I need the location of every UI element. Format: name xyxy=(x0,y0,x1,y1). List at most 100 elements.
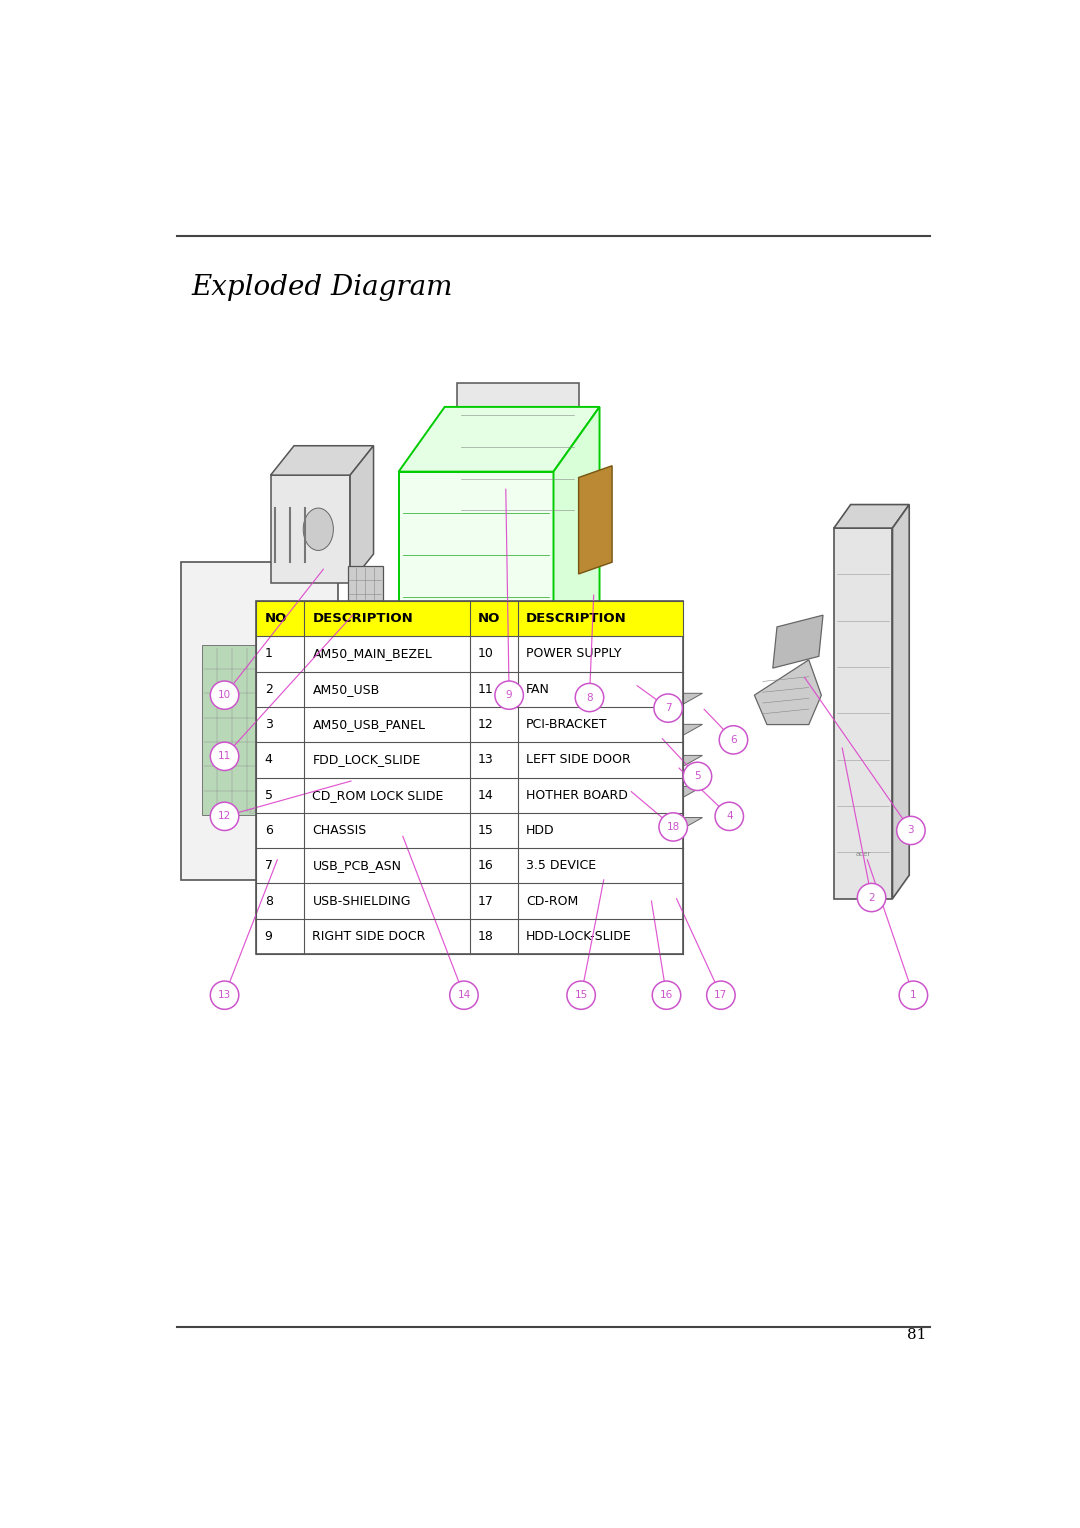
Polygon shape xyxy=(554,406,599,848)
Text: 3: 3 xyxy=(907,825,914,836)
Text: DESCRIPTION: DESCRIPTION xyxy=(312,613,414,625)
Polygon shape xyxy=(554,712,669,769)
Polygon shape xyxy=(579,466,612,575)
Text: 3: 3 xyxy=(265,718,272,730)
Text: HDD-LOCK-SLIDE: HDD-LOCK-SLIDE xyxy=(526,931,632,943)
Ellipse shape xyxy=(900,981,928,1010)
Text: AM50_USB_PANEL: AM50_USB_PANEL xyxy=(312,718,426,730)
Polygon shape xyxy=(399,406,599,472)
Text: DESCRIPTION: DESCRIPTION xyxy=(526,613,626,625)
Text: 1: 1 xyxy=(910,990,917,1001)
FancyBboxPatch shape xyxy=(256,601,684,636)
Polygon shape xyxy=(554,694,702,712)
Ellipse shape xyxy=(653,694,683,723)
Ellipse shape xyxy=(652,981,680,1010)
Text: USB_PCB_ASN: USB_PCB_ASN xyxy=(312,859,402,872)
Text: 6: 6 xyxy=(265,824,272,837)
Text: 11: 11 xyxy=(218,752,231,761)
Text: 9: 9 xyxy=(505,691,512,700)
Text: HDD: HDD xyxy=(526,824,554,837)
Polygon shape xyxy=(834,529,892,898)
Text: 15: 15 xyxy=(575,990,588,1001)
Text: 8: 8 xyxy=(265,894,273,908)
Text: PCI-BRACKET: PCI-BRACKET xyxy=(526,718,607,730)
Polygon shape xyxy=(554,817,702,836)
Ellipse shape xyxy=(211,802,239,831)
Text: 17: 17 xyxy=(714,990,728,1001)
Polygon shape xyxy=(457,384,579,542)
Text: CHASSIS: CHASSIS xyxy=(312,824,367,837)
Text: POWER SUPPLY: POWER SUPPLY xyxy=(526,648,621,660)
Text: USB-SHIELDING: USB-SHIELDING xyxy=(312,894,411,908)
Text: Exploded Diagram: Exploded Diagram xyxy=(192,274,454,301)
Text: 10: 10 xyxy=(478,648,494,660)
Polygon shape xyxy=(554,775,669,831)
Text: 11: 11 xyxy=(478,683,494,695)
Text: NO: NO xyxy=(265,613,287,625)
Polygon shape xyxy=(554,755,702,775)
Text: CD_ROM LOCK SLIDE: CD_ROM LOCK SLIDE xyxy=(312,788,444,802)
Text: 18: 18 xyxy=(666,822,679,831)
Text: EXACT: EXACT xyxy=(248,810,271,814)
Ellipse shape xyxy=(211,981,239,1010)
Text: 6: 6 xyxy=(730,735,737,744)
Text: HOTHER BOARD: HOTHER BOARD xyxy=(526,788,627,802)
Ellipse shape xyxy=(684,762,712,790)
Text: 18: 18 xyxy=(478,931,494,943)
Ellipse shape xyxy=(715,802,743,831)
Ellipse shape xyxy=(495,681,524,709)
Text: 2: 2 xyxy=(265,683,272,695)
Text: 9: 9 xyxy=(265,931,272,943)
Text: 5: 5 xyxy=(694,772,701,781)
Polygon shape xyxy=(554,836,669,892)
Polygon shape xyxy=(399,472,554,848)
Polygon shape xyxy=(554,743,669,799)
Ellipse shape xyxy=(659,813,688,840)
Text: 4: 4 xyxy=(265,753,272,767)
Polygon shape xyxy=(380,610,401,730)
Ellipse shape xyxy=(719,726,747,753)
Polygon shape xyxy=(271,475,350,584)
Polygon shape xyxy=(554,787,702,805)
Text: NO: NO xyxy=(478,613,500,625)
Text: 81: 81 xyxy=(906,1328,926,1342)
Polygon shape xyxy=(554,805,669,862)
Polygon shape xyxy=(554,724,702,743)
Text: 13: 13 xyxy=(478,753,494,767)
Text: 10: 10 xyxy=(218,691,231,700)
Ellipse shape xyxy=(449,981,478,1010)
Polygon shape xyxy=(834,504,909,529)
Text: 1: 1 xyxy=(265,648,272,660)
Text: 16: 16 xyxy=(478,859,494,872)
Polygon shape xyxy=(754,660,821,724)
Ellipse shape xyxy=(567,981,595,1010)
Text: 3.5 DEVICE: 3.5 DEVICE xyxy=(526,859,596,872)
Ellipse shape xyxy=(706,981,735,1010)
FancyBboxPatch shape xyxy=(256,601,684,953)
Ellipse shape xyxy=(858,883,886,912)
Text: 5: 5 xyxy=(265,788,273,802)
Ellipse shape xyxy=(211,743,239,770)
Text: LEFT SIDE DOOR: LEFT SIDE DOOR xyxy=(526,753,631,767)
Polygon shape xyxy=(892,504,909,898)
Text: acer: acer xyxy=(855,851,870,857)
Text: 16: 16 xyxy=(660,990,673,1001)
Text: 7: 7 xyxy=(265,859,273,872)
Text: 2: 2 xyxy=(868,892,875,903)
Polygon shape xyxy=(348,565,382,622)
Text: 14: 14 xyxy=(457,990,471,1001)
Text: 4: 4 xyxy=(726,811,732,822)
Text: AM50_USB: AM50_USB xyxy=(312,683,380,695)
Text: 15: 15 xyxy=(478,824,494,837)
Text: FDD_LOCK_SLIDE: FDD_LOCK_SLIDE xyxy=(312,753,421,767)
Polygon shape xyxy=(271,446,374,475)
Text: 17: 17 xyxy=(478,894,494,908)
Ellipse shape xyxy=(211,681,239,709)
Ellipse shape xyxy=(576,683,604,712)
Text: 13: 13 xyxy=(218,990,231,1001)
Text: 7: 7 xyxy=(665,703,672,714)
Text: 14: 14 xyxy=(478,788,494,802)
Text: RIGHT SIDE DOCR: RIGHT SIDE DOCR xyxy=(312,931,426,943)
Polygon shape xyxy=(202,645,278,814)
Text: 12: 12 xyxy=(478,718,494,730)
